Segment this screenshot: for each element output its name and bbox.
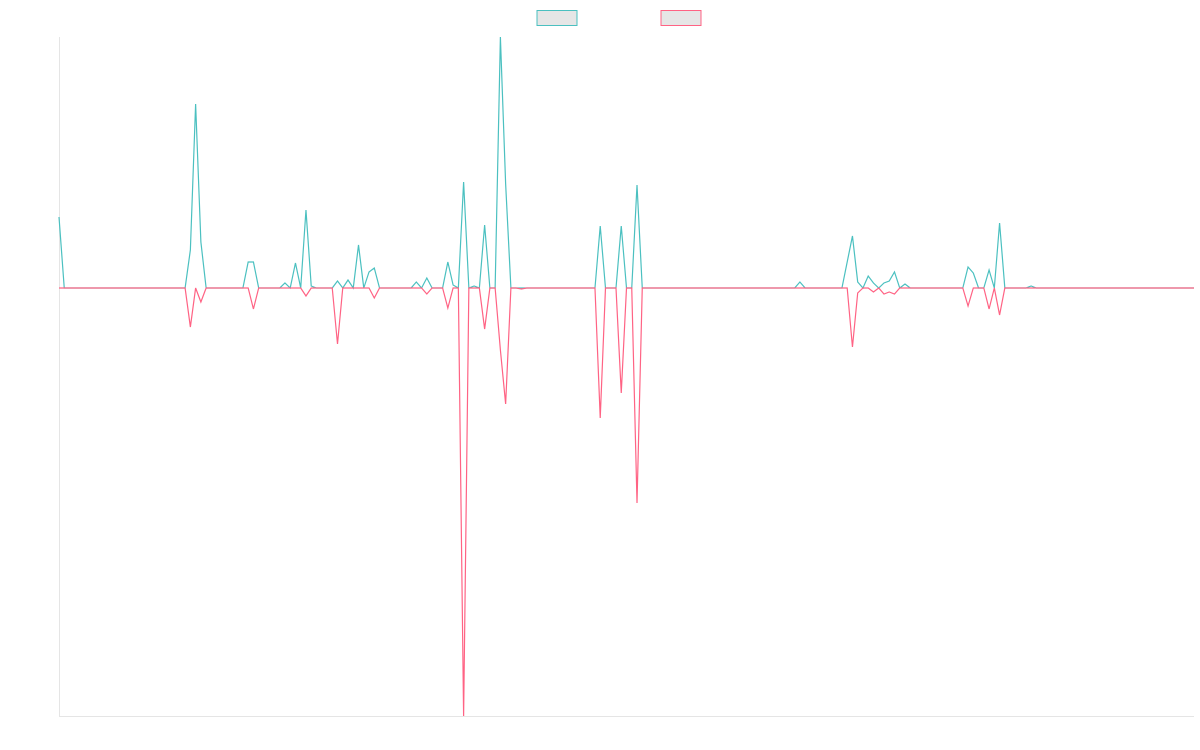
legend-swatch	[536, 10, 578, 26]
line	[58, 36, 1194, 290]
legend-swatch	[660, 10, 702, 26]
line	[59, 287, 1194, 717]
